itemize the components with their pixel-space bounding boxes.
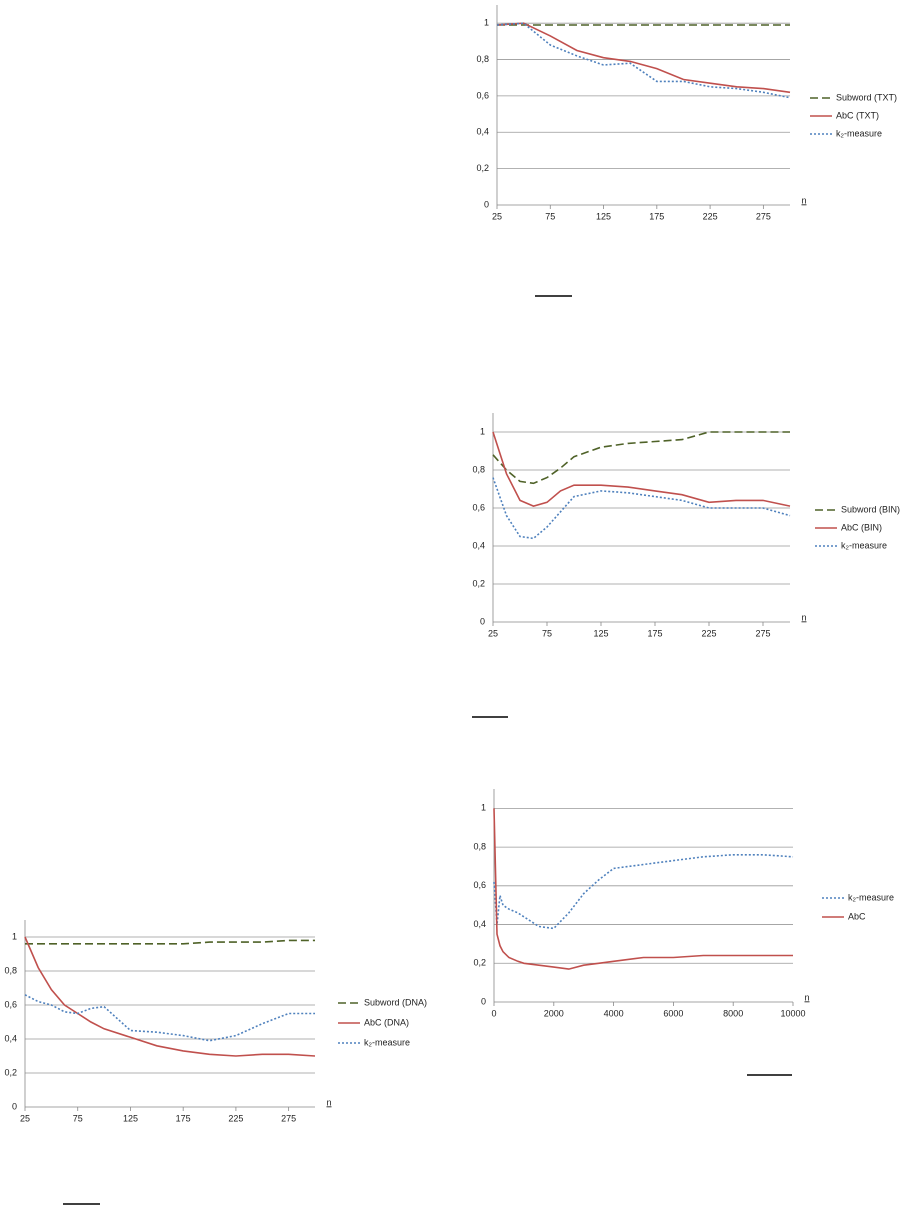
legend-label: AbC	[848, 911, 866, 921]
x-tick-label: 8000	[723, 1008, 743, 1018]
x-tick-label: 125	[123, 1113, 138, 1123]
y-tick-label: 0,6	[476, 90, 489, 100]
x-tick-label: 175	[176, 1113, 191, 1123]
y-tick-label: 1	[12, 931, 17, 941]
y-tick-label: 0,2	[473, 958, 486, 968]
x-axis-label: n	[801, 612, 806, 622]
legend-label: k₂-measure	[841, 540, 887, 550]
y-tick-label: 0,8	[4, 965, 17, 975]
x-tick-label: 75	[542, 628, 552, 638]
series-line	[492, 431, 790, 485]
series-line	[25, 939, 315, 945]
legend-label: AbC (TXT)	[836, 110, 879, 120]
legend-label: k₂-measure	[848, 892, 894, 902]
y-tick-label: 0,8	[472, 464, 485, 474]
x-tick-label: 125	[593, 628, 608, 638]
series-line	[493, 854, 794, 930]
x-tick-label: 2000	[544, 1008, 564, 1018]
x-tick-label: 0	[491, 1008, 496, 1018]
series-line	[492, 477, 791, 540]
legend-label: AbC (BIN)	[841, 522, 882, 532]
x-tick-label: 175	[649, 211, 664, 221]
y-tick-label: 0,6	[472, 502, 485, 512]
x-tick-label: 4000	[604, 1008, 624, 1018]
x-tick-label: 25	[488, 628, 498, 638]
x-tick-label: 10000	[780, 1008, 805, 1018]
y-tick-label: 0,6	[473, 880, 486, 890]
legend-label: k₂-measure	[364, 1037, 410, 1047]
series-line	[24, 994, 315, 1042]
y-tick-label: 0,8	[476, 54, 489, 64]
legend-label: Subword (TXT)	[836, 92, 897, 102]
series-line	[496, 22, 791, 99]
x-tick-label: 25	[20, 1113, 30, 1123]
y-tick-label: 0,8	[473, 841, 486, 851]
y-tick-label: 0,4	[473, 919, 486, 929]
y-tick-label: 1	[484, 18, 489, 28]
x-tick-label: 275	[281, 1113, 296, 1123]
x-tick-label: 6000	[663, 1008, 683, 1018]
y-tick-label: 1	[481, 803, 486, 813]
legend-label: AbC (DNA)	[364, 1017, 409, 1027]
x-tick-label: 75	[545, 211, 555, 221]
series-line	[493, 808, 793, 970]
y-tick-label: 0,6	[4, 999, 17, 1009]
x-axis-label: n	[326, 1097, 331, 1107]
x-tick-label: 225	[701, 628, 716, 638]
y-tick-label: 0,2	[476, 163, 489, 173]
y-tick-label: 0	[481, 996, 486, 1006]
x-axis-label: n	[804, 992, 809, 1002]
y-tick-label: 0	[484, 199, 489, 209]
y-tick-label: 0,2	[472, 578, 485, 588]
x-axis-label: n	[801, 195, 806, 205]
y-tick-label: 0	[12, 1101, 17, 1111]
series-line	[496, 22, 791, 94]
y-tick-label: 1	[480, 426, 485, 436]
legend-label: Subword (DNA)	[364, 997, 427, 1007]
x-tick-label: 225	[228, 1113, 243, 1123]
series-line	[24, 936, 316, 1057]
x-tick-label: 275	[755, 628, 770, 638]
x-tick-label: 75	[73, 1113, 83, 1123]
x-tick-label: 225	[703, 211, 718, 221]
x-tick-label: 125	[596, 211, 611, 221]
x-tick-label: 275	[756, 211, 771, 221]
y-tick-label: 0	[480, 616, 485, 626]
legend-label: Subword (BIN)	[841, 504, 900, 514]
x-tick-label: 175	[647, 628, 662, 638]
y-tick-label: 0,4	[4, 1033, 17, 1043]
x-tick-label: 25	[492, 211, 502, 221]
series-line	[492, 431, 791, 507]
y-tick-label: 0,2	[4, 1067, 17, 1077]
legend-label: k₂-measure	[836, 128, 882, 138]
y-tick-label: 0,4	[476, 127, 489, 137]
y-tick-label: 0,4	[472, 540, 485, 550]
